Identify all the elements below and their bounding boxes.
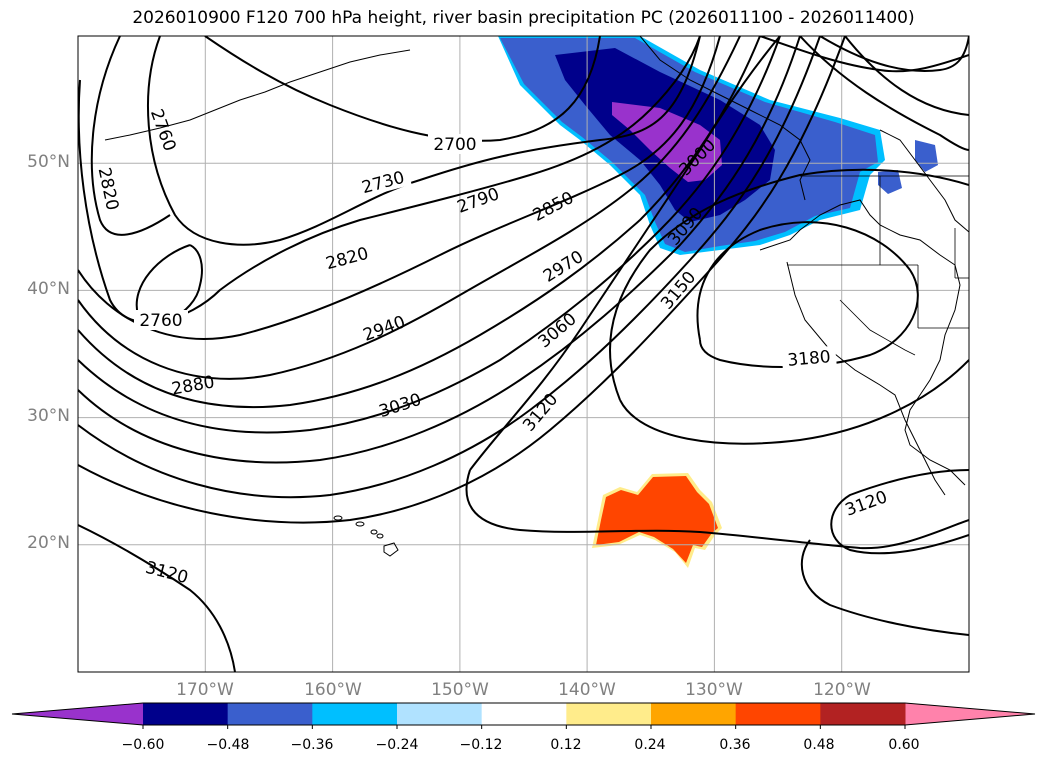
precip-positive-patch — [592, 473, 722, 568]
colorbar — [11, 702, 1036, 729]
colorbar-cell — [143, 703, 229, 725]
colorbar-tick-label: 0.12 — [550, 737, 582, 753]
contour-label: 2880 — [170, 372, 216, 399]
colorbar-cell — [820, 703, 906, 725]
contour-label: 2940 — [361, 312, 408, 346]
lon-label: 120°W — [813, 680, 871, 700]
map-area — [78, 36, 969, 672]
lat-label: 30°N — [27, 406, 70, 426]
contour-label: 2700 — [433, 135, 476, 155]
colorbar-cell — [312, 703, 398, 725]
colorbar-tick-label: 0.60 — [888, 737, 920, 753]
lon-label: 140°W — [558, 680, 616, 700]
lon-label: 150°W — [431, 680, 489, 700]
coastlines — [104, 36, 969, 496]
colorbar-tick-label: 0.36 — [719, 737, 751, 753]
map-frame — [77, 35, 970, 673]
colorbar-extend-max — [905, 703, 1035, 725]
map-title: 2026010900 F120 700 hPa height, river ba… — [132, 8, 915, 28]
contour-label: 2820 — [324, 244, 371, 275]
hawaii-islands — [333, 515, 399, 557]
colorbar-cell — [481, 703, 567, 725]
lon-label: 160°W — [304, 680, 362, 700]
lat-label: 50°N — [27, 152, 70, 172]
colorbar-tick-label: −0.60 — [121, 737, 165, 753]
colorbar-tick-label: 0.48 — [803, 737, 835, 753]
contour-label: 2760 — [139, 311, 182, 331]
colorbar-cell — [397, 703, 483, 725]
colorbar-cell — [735, 703, 821, 725]
contour-label: 3120 — [843, 487, 890, 521]
contour-label: 2820 — [94, 166, 123, 212]
lon-label: 170°W — [176, 680, 234, 700]
colorbar-tick-label: −0.12 — [459, 737, 503, 753]
colorbar-tick-label: −0.36 — [290, 737, 334, 753]
colorbar-tick-label: −0.48 — [206, 737, 250, 753]
lat-label: 40°N — [27, 279, 70, 299]
lon-label: 130°W — [685, 680, 743, 700]
contour-label: 3120 — [143, 558, 190, 589]
height-contours — [78, 36, 969, 672]
contour-label: 3180 — [787, 347, 832, 371]
colorbar-cell — [566, 703, 652, 725]
colorbar-extend-min — [12, 703, 143, 725]
colorbar-tick-label: 0.24 — [634, 737, 666, 753]
colorbar-cell — [227, 703, 313, 725]
contour-label: 2850 — [530, 188, 578, 226]
borders — [787, 175, 969, 356]
colorbar-cell — [651, 703, 737, 725]
contour-label: 3060 — [535, 309, 581, 352]
colorbar-tick-label: −0.24 — [375, 737, 419, 753]
lat-label: 20°N — [27, 533, 70, 553]
precip-negative-plume — [498, 36, 938, 255]
